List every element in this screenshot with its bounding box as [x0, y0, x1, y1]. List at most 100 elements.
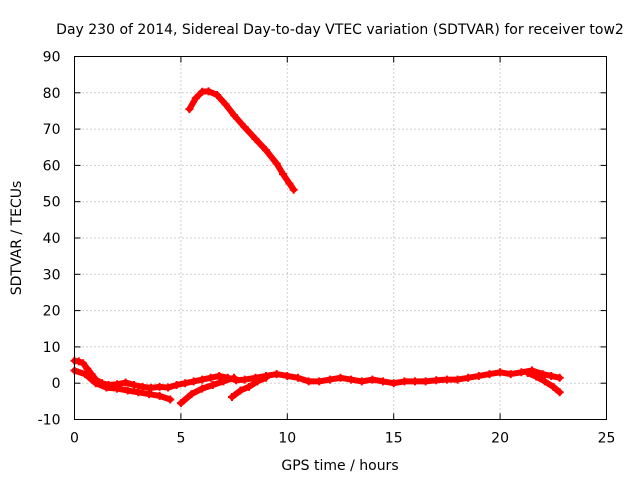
data-point — [102, 383, 111, 392]
data-point — [189, 377, 198, 386]
data-point — [283, 371, 292, 380]
data-point — [236, 386, 245, 395]
data-point — [164, 383, 173, 392]
data-point — [442, 375, 451, 384]
y-tick-label: 60 — [43, 158, 61, 174]
data-point — [155, 391, 164, 400]
data-point — [244, 382, 253, 391]
data-point — [555, 373, 564, 382]
data-point — [262, 373, 271, 382]
data-point — [379, 377, 388, 386]
x-axis-label: GPS time / hours — [281, 458, 398, 474]
data-point — [410, 377, 419, 386]
data-point — [144, 390, 153, 399]
data-point — [279, 170, 288, 179]
x-tick-label: 25 — [598, 431, 616, 447]
plot-frame — [74, 56, 607, 420]
data-point — [325, 375, 334, 384]
data-point — [555, 388, 564, 397]
data-point — [130, 381, 139, 390]
x-tick-label: 5 — [176, 431, 185, 447]
data-point — [549, 382, 558, 391]
data-point — [336, 373, 345, 382]
data-point — [240, 123, 249, 132]
y-tick-label: 90 — [43, 50, 61, 66]
data-point — [206, 373, 215, 382]
data-point — [253, 377, 262, 386]
data-point — [191, 94, 200, 103]
data-point — [230, 373, 239, 382]
data-point — [221, 100, 230, 109]
data-point — [181, 379, 190, 388]
data-point — [272, 159, 281, 168]
data-point — [213, 90, 222, 99]
y-tick-label: 80 — [43, 86, 61, 102]
data-series — [70, 87, 564, 408]
data-point — [113, 384, 122, 393]
data-point — [523, 369, 532, 378]
y-tick-label: 40 — [43, 231, 61, 247]
data-point — [79, 359, 88, 368]
data-point — [347, 375, 356, 384]
grid-lines — [74, 56, 607, 420]
data-point — [198, 384, 207, 393]
data-point — [198, 375, 207, 384]
data-point — [453, 375, 462, 384]
data-point — [230, 111, 239, 120]
tick-labels: 0 5 10 15 20 25 -10 0 10 20 30 40 50 60 70 80 90 — [38, 50, 616, 447]
chart-title: Day 230 of 2014, Sidereal Day-to-day VTE… — [56, 22, 624, 38]
data-point — [208, 381, 217, 390]
data-point — [81, 370, 90, 379]
data-point — [474, 371, 483, 380]
data-point — [432, 376, 441, 385]
data-point — [166, 395, 175, 404]
data-point — [532, 372, 541, 381]
data-point — [91, 379, 100, 388]
data-point — [506, 370, 515, 379]
data-point — [123, 386, 132, 395]
y-tick-label: 10 — [43, 340, 61, 356]
data-point — [289, 185, 298, 194]
data-point — [547, 371, 556, 380]
data-point — [134, 388, 143, 397]
data-point — [138, 382, 147, 391]
y-tick-label: 50 — [43, 195, 61, 211]
y-tick-label: 70 — [43, 122, 61, 138]
data-point — [204, 87, 213, 96]
data-point — [485, 370, 494, 379]
data-point — [147, 383, 156, 392]
data-point — [176, 399, 185, 408]
data-point — [172, 381, 181, 390]
data-point — [496, 368, 505, 377]
series-line-near-zero-lower — [71, 367, 174, 403]
y-axis-label: SDTVAR / TECUs — [9, 181, 25, 296]
x-tick-label: 15 — [385, 431, 403, 447]
y-tick-label: 20 — [43, 304, 61, 320]
data-point — [368, 375, 377, 384]
x-tick-label: 0 — [70, 431, 79, 447]
data-point — [464, 373, 473, 382]
data-point — [357, 377, 366, 386]
data-point — [293, 373, 302, 382]
data-point — [187, 390, 196, 399]
data-point — [251, 134, 260, 143]
data-point — [285, 179, 294, 188]
data-point — [219, 377, 228, 386]
data-point — [185, 105, 194, 114]
data-point — [215, 371, 224, 380]
data-point — [121, 378, 130, 387]
x-tick-label: 10 — [278, 431, 296, 447]
data-point — [304, 377, 313, 386]
data-point — [389, 379, 398, 388]
data-point — [421, 377, 430, 386]
x-tick-label: 20 — [491, 431, 509, 447]
data-point — [262, 146, 271, 155]
data-point — [227, 392, 236, 401]
y-tick-label: -10 — [38, 413, 61, 429]
y-tick-label: 0 — [52, 376, 61, 392]
data-point — [400, 377, 409, 386]
data-point — [240, 375, 249, 384]
y-tick-label: 30 — [43, 267, 61, 283]
